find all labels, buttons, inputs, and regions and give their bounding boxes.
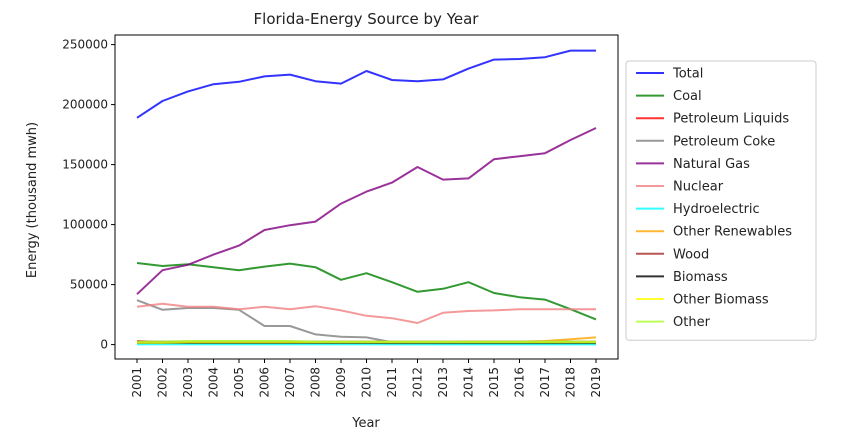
series-line-natural-gas — [136, 127, 597, 295]
y-tick-label: 0 — [100, 338, 108, 352]
x-tick-label: 2007 — [283, 367, 297, 398]
series-line-total — [136, 49, 596, 119]
legend-entry-label: Natural Gas — [673, 157, 750, 172]
legend-entry-label: Wood — [673, 247, 709, 262]
x-tick-label: 2011 — [385, 367, 399, 398]
series-line-other — [137, 340, 596, 343]
y-tick-label: 50000 — [70, 278, 108, 292]
x-tick-label: 2019 — [589, 367, 603, 398]
x-tick-label: 2017 — [538, 367, 552, 398]
x-tick-label: 2012 — [411, 367, 425, 398]
series-line-nuclear — [136, 302, 596, 324]
x-tick-label: 2004 — [207, 367, 221, 398]
x-tick-label: 2016 — [513, 367, 527, 398]
chart-title: Florida-Energy Source by Year — [254, 10, 480, 28]
x-tick-label: 2003 — [181, 367, 195, 398]
y-tick-label: 150000 — [62, 158, 108, 172]
legend-box — [625, 60, 817, 341]
x-tick-label: 2005 — [232, 367, 246, 398]
legend-entry-label: Total — [672, 67, 703, 82]
x-tick-label: 2015 — [487, 367, 501, 398]
legend-entry-label: Biomass — [673, 270, 728, 285]
x-tick-label: 2001 — [130, 367, 144, 398]
x-tick-label: 2014 — [462, 367, 476, 398]
x-tick-label: 2013 — [436, 367, 450, 398]
legend-entry-label: Other Biomass — [673, 293, 769, 308]
y-tick-label: 100000 — [62, 218, 108, 232]
legend: Total Coal Petroleum Liquids Petroleum Coke… — [625, 60, 817, 341]
plot-frame — [114, 34, 619, 360]
legend-entry-label: Petroleum Coke — [673, 134, 775, 149]
legend-entry-label: Petroleum Liquids — [673, 112, 789, 127]
x-tick-label: 2009 — [334, 367, 348, 398]
x-axis-label: Year — [351, 416, 380, 431]
legend-entry-label: Hydroelectric — [673, 202, 760, 217]
series-line-coal — [136, 262, 597, 321]
x-tick-label: 2008 — [309, 367, 323, 398]
legend-entry-label: Other — [673, 315, 711, 330]
x-tick-label: 2018 — [564, 367, 578, 398]
x-tick-label: 2006 — [258, 367, 272, 398]
y-axis-label: Energy (thousand mwh) — [25, 122, 40, 278]
y-tick-label: 250000 — [62, 38, 108, 52]
plot-area: 0 50000 100000 150000 200000 250000 2001 2002 20… — [62, 34, 619, 398]
x-tick-label: 2002 — [156, 367, 170, 398]
y-tick-label: 200000 — [62, 98, 108, 112]
legend-entry-label: Nuclear — [673, 180, 724, 195]
legend-entry-label: Other Renewables — [673, 225, 792, 240]
legend-entry-label: Coal — [673, 89, 702, 104]
x-tick-label: 2010 — [360, 367, 374, 398]
